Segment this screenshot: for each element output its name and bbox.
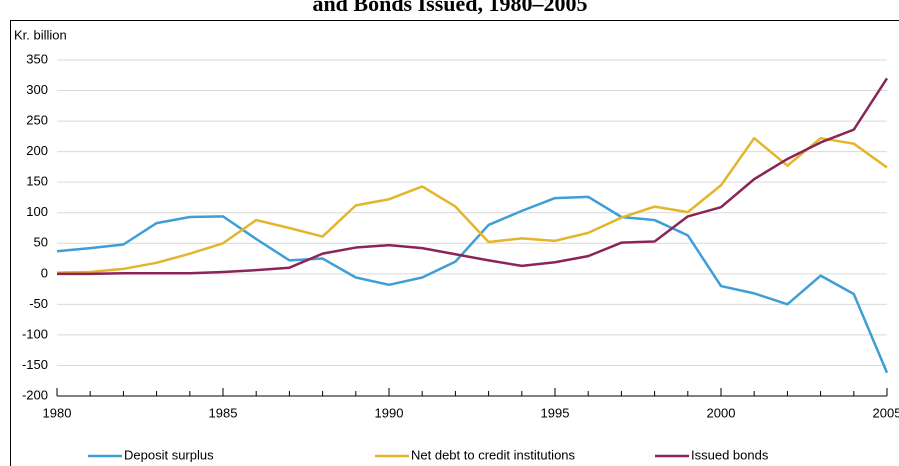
y-tick-label: -100 [22,326,48,341]
y-tick-label: 150 [26,174,48,189]
legend-label: Net debt to credit institutions [411,447,576,462]
series-line [56,195,889,374]
legend-label: Deposit surplus [124,447,214,462]
y-tick-label: 100 [26,204,48,219]
y-axis-label: Kr. billion [14,27,67,42]
y-tick-label: -50 [29,296,48,311]
y-tick-label: 50 [34,235,48,250]
x-tick-label: 1990 [375,405,404,420]
chart-title: and Bonds Issued, 1980–2005 [312,0,587,16]
series-line [56,136,888,274]
y-tick-label: 0 [41,265,48,280]
x-tick-label: 2005 [873,405,899,420]
legend-label: Issued bonds [691,447,769,462]
chart-frame [10,20,899,466]
x-tick-label: 1980 [43,405,72,420]
y-tick-label: 200 [26,143,48,158]
y-tick-label: 250 [26,113,48,128]
series-line [57,77,889,276]
x-tick-label: 2000 [707,405,736,420]
x-tick-label: 1985 [209,405,238,420]
y-tick-label: 350 [26,51,48,66]
x-tick-label: 1995 [541,405,570,420]
y-tick-label: 300 [26,82,48,97]
y-tick-label: -200 [22,387,48,402]
y-tick-label: -150 [22,357,48,372]
